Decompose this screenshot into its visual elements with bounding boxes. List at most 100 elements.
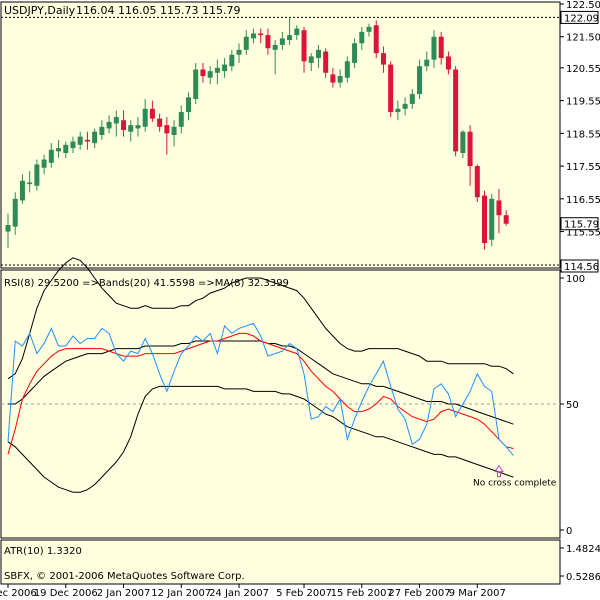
bullish-candle bbox=[409, 94, 415, 104]
time-tick-label: 15 Feb 2007 bbox=[331, 588, 393, 599]
atr-pane-title: ATR(10) 1.3320 bbox=[4, 546, 82, 557]
bearish-candle bbox=[121, 120, 127, 131]
bullish-candle bbox=[207, 71, 213, 78]
price-tick-label: 118.55 bbox=[566, 129, 600, 140]
bullish-candle bbox=[27, 182, 33, 185]
price-tick-label: 121.50 bbox=[566, 33, 600, 44]
bearish-candle bbox=[467, 131, 473, 167]
price-tick-label: 122.50 bbox=[566, 0, 600, 11]
bearish-candle bbox=[438, 36, 444, 59]
bullish-candle bbox=[431, 36, 437, 60]
bollinger-lower-band bbox=[7, 385, 514, 493]
candlestick-series bbox=[5, 17, 509, 250]
bearish-candle bbox=[301, 30, 307, 62]
bullish-candle bbox=[41, 159, 47, 168]
time-tick-label: 5 Feb 2007 bbox=[276, 588, 332, 599]
time-tick-label: 12 Jan 2007 bbox=[151, 588, 211, 599]
bullish-candle bbox=[99, 126, 105, 135]
bullish-candle bbox=[250, 33, 256, 39]
rsi-pane-frame bbox=[0, 269, 561, 539]
atr-tick-label: 0.5286 bbox=[566, 572, 600, 583]
time-tick-label: 2 Jan 2007 bbox=[97, 588, 151, 599]
bullish-candle bbox=[424, 59, 430, 67]
bollinger-upper-band bbox=[7, 257, 514, 380]
high-price-label-box bbox=[560, 10, 599, 24]
bullish-candle bbox=[308, 56, 314, 63]
bullish-candle bbox=[106, 121, 112, 129]
bullish-candle bbox=[395, 108, 401, 113]
bearish-candle bbox=[258, 33, 264, 36]
bearish-candle bbox=[453, 69, 459, 152]
bearish-candle bbox=[200, 69, 206, 77]
bearish-candle bbox=[482, 195, 488, 244]
bearish-candle bbox=[323, 51, 329, 73]
low-price-label: 114.56 bbox=[564, 262, 599, 273]
bullish-candle bbox=[315, 49, 321, 59]
bullish-candle bbox=[366, 26, 372, 32]
atr-axis: 1.4824 0.5286 bbox=[560, 544, 600, 583]
bearish-candle bbox=[84, 139, 90, 142]
price-tick-label: 120.55 bbox=[566, 64, 600, 75]
current-price-label: 115.79 bbox=[564, 220, 599, 231]
bullish-candle bbox=[171, 126, 177, 135]
time-tick-label: 24 Jan 2007 bbox=[209, 588, 269, 599]
bullish-candle bbox=[5, 225, 11, 232]
bullish-candle bbox=[344, 61, 350, 78]
bullish-candle bbox=[489, 198, 495, 240]
bearish-candle bbox=[149, 108, 155, 119]
bullish-candle bbox=[186, 97, 191, 113]
price-tick-label: 116.55 bbox=[566, 195, 600, 206]
bullish-candle bbox=[92, 131, 98, 144]
bullish-candle bbox=[70, 141, 76, 149]
bullish-candle bbox=[56, 148, 62, 152]
atr-pane-frame bbox=[0, 539, 561, 585]
time-tick-label: 7 Dec 2006 bbox=[0, 588, 37, 599]
bearish-candle bbox=[164, 125, 170, 134]
bearish-candle bbox=[373, 25, 379, 54]
no-cross-annotation: No cross complete bbox=[473, 464, 557, 489]
time-tick-label: 9 Mar 2007 bbox=[449, 588, 506, 599]
price-pane-title: USDJPY,Daily bbox=[4, 4, 76, 17]
bullish-candle bbox=[128, 125, 134, 132]
bullish-candle bbox=[48, 149, 54, 163]
price-pane: 122.50 121.50 120.55 119.55 118.55 117.55 116.… bbox=[0, 0, 600, 273]
bullish-candle bbox=[77, 136, 83, 145]
bullish-candle bbox=[352, 43, 358, 63]
bearish-candle bbox=[445, 56, 451, 70]
rsi-pane: 100 50 0 RSI(8) 29.5200 =>Bands(20) 41.559… bbox=[0, 257, 585, 539]
bullish-candle bbox=[19, 180, 25, 201]
bearish-candle bbox=[265, 35, 271, 49]
bullish-candle bbox=[34, 164, 40, 186]
bullish-candle bbox=[142, 108, 148, 127]
rsi-tick-label: 0 bbox=[566, 526, 572, 537]
rsi-axis: 100 50 0 bbox=[560, 274, 585, 537]
rsi-line bbox=[7, 322, 514, 456]
rsi-series-lines bbox=[7, 257, 514, 493]
price-tick-label: 119.55 bbox=[566, 97, 600, 108]
bullish-candle bbox=[287, 35, 293, 41]
rsi-moving-average-line bbox=[7, 332, 514, 455]
low-price-label-box bbox=[560, 259, 599, 273]
copyright-notice: SBFX, © 2001-2006 MetaQuotes Software Co… bbox=[4, 571, 245, 582]
bullish-candle bbox=[222, 64, 228, 72]
time-tick-label: 27 Feb 2007 bbox=[388, 588, 450, 599]
high-price-label: 122.09 bbox=[564, 13, 599, 24]
time-tick-label: 19 Dec 2006 bbox=[34, 588, 98, 599]
current-price-label-box bbox=[560, 217, 599, 231]
bullish-candle bbox=[460, 131, 466, 153]
bearish-candle bbox=[380, 53, 386, 65]
price-axis: 122.50 121.50 120.55 119.55 118.55 117.55 116.… bbox=[560, 0, 600, 273]
bullish-candle bbox=[135, 125, 141, 129]
bullish-candle bbox=[214, 67, 220, 73]
bullish-candle bbox=[178, 112, 184, 127]
bearish-candle bbox=[157, 118, 163, 127]
bullish-candle bbox=[236, 49, 242, 55]
bearish-candle bbox=[330, 74, 336, 83]
rsi-tick-label: 50 bbox=[566, 400, 579, 411]
bullish-candle bbox=[417, 66, 423, 95]
price-tick-label: 115.55 bbox=[566, 228, 600, 239]
atr-pane: 1.4824 0.5286 ATR(10) 1.3320 SBFX, © 2001… bbox=[0, 539, 600, 585]
